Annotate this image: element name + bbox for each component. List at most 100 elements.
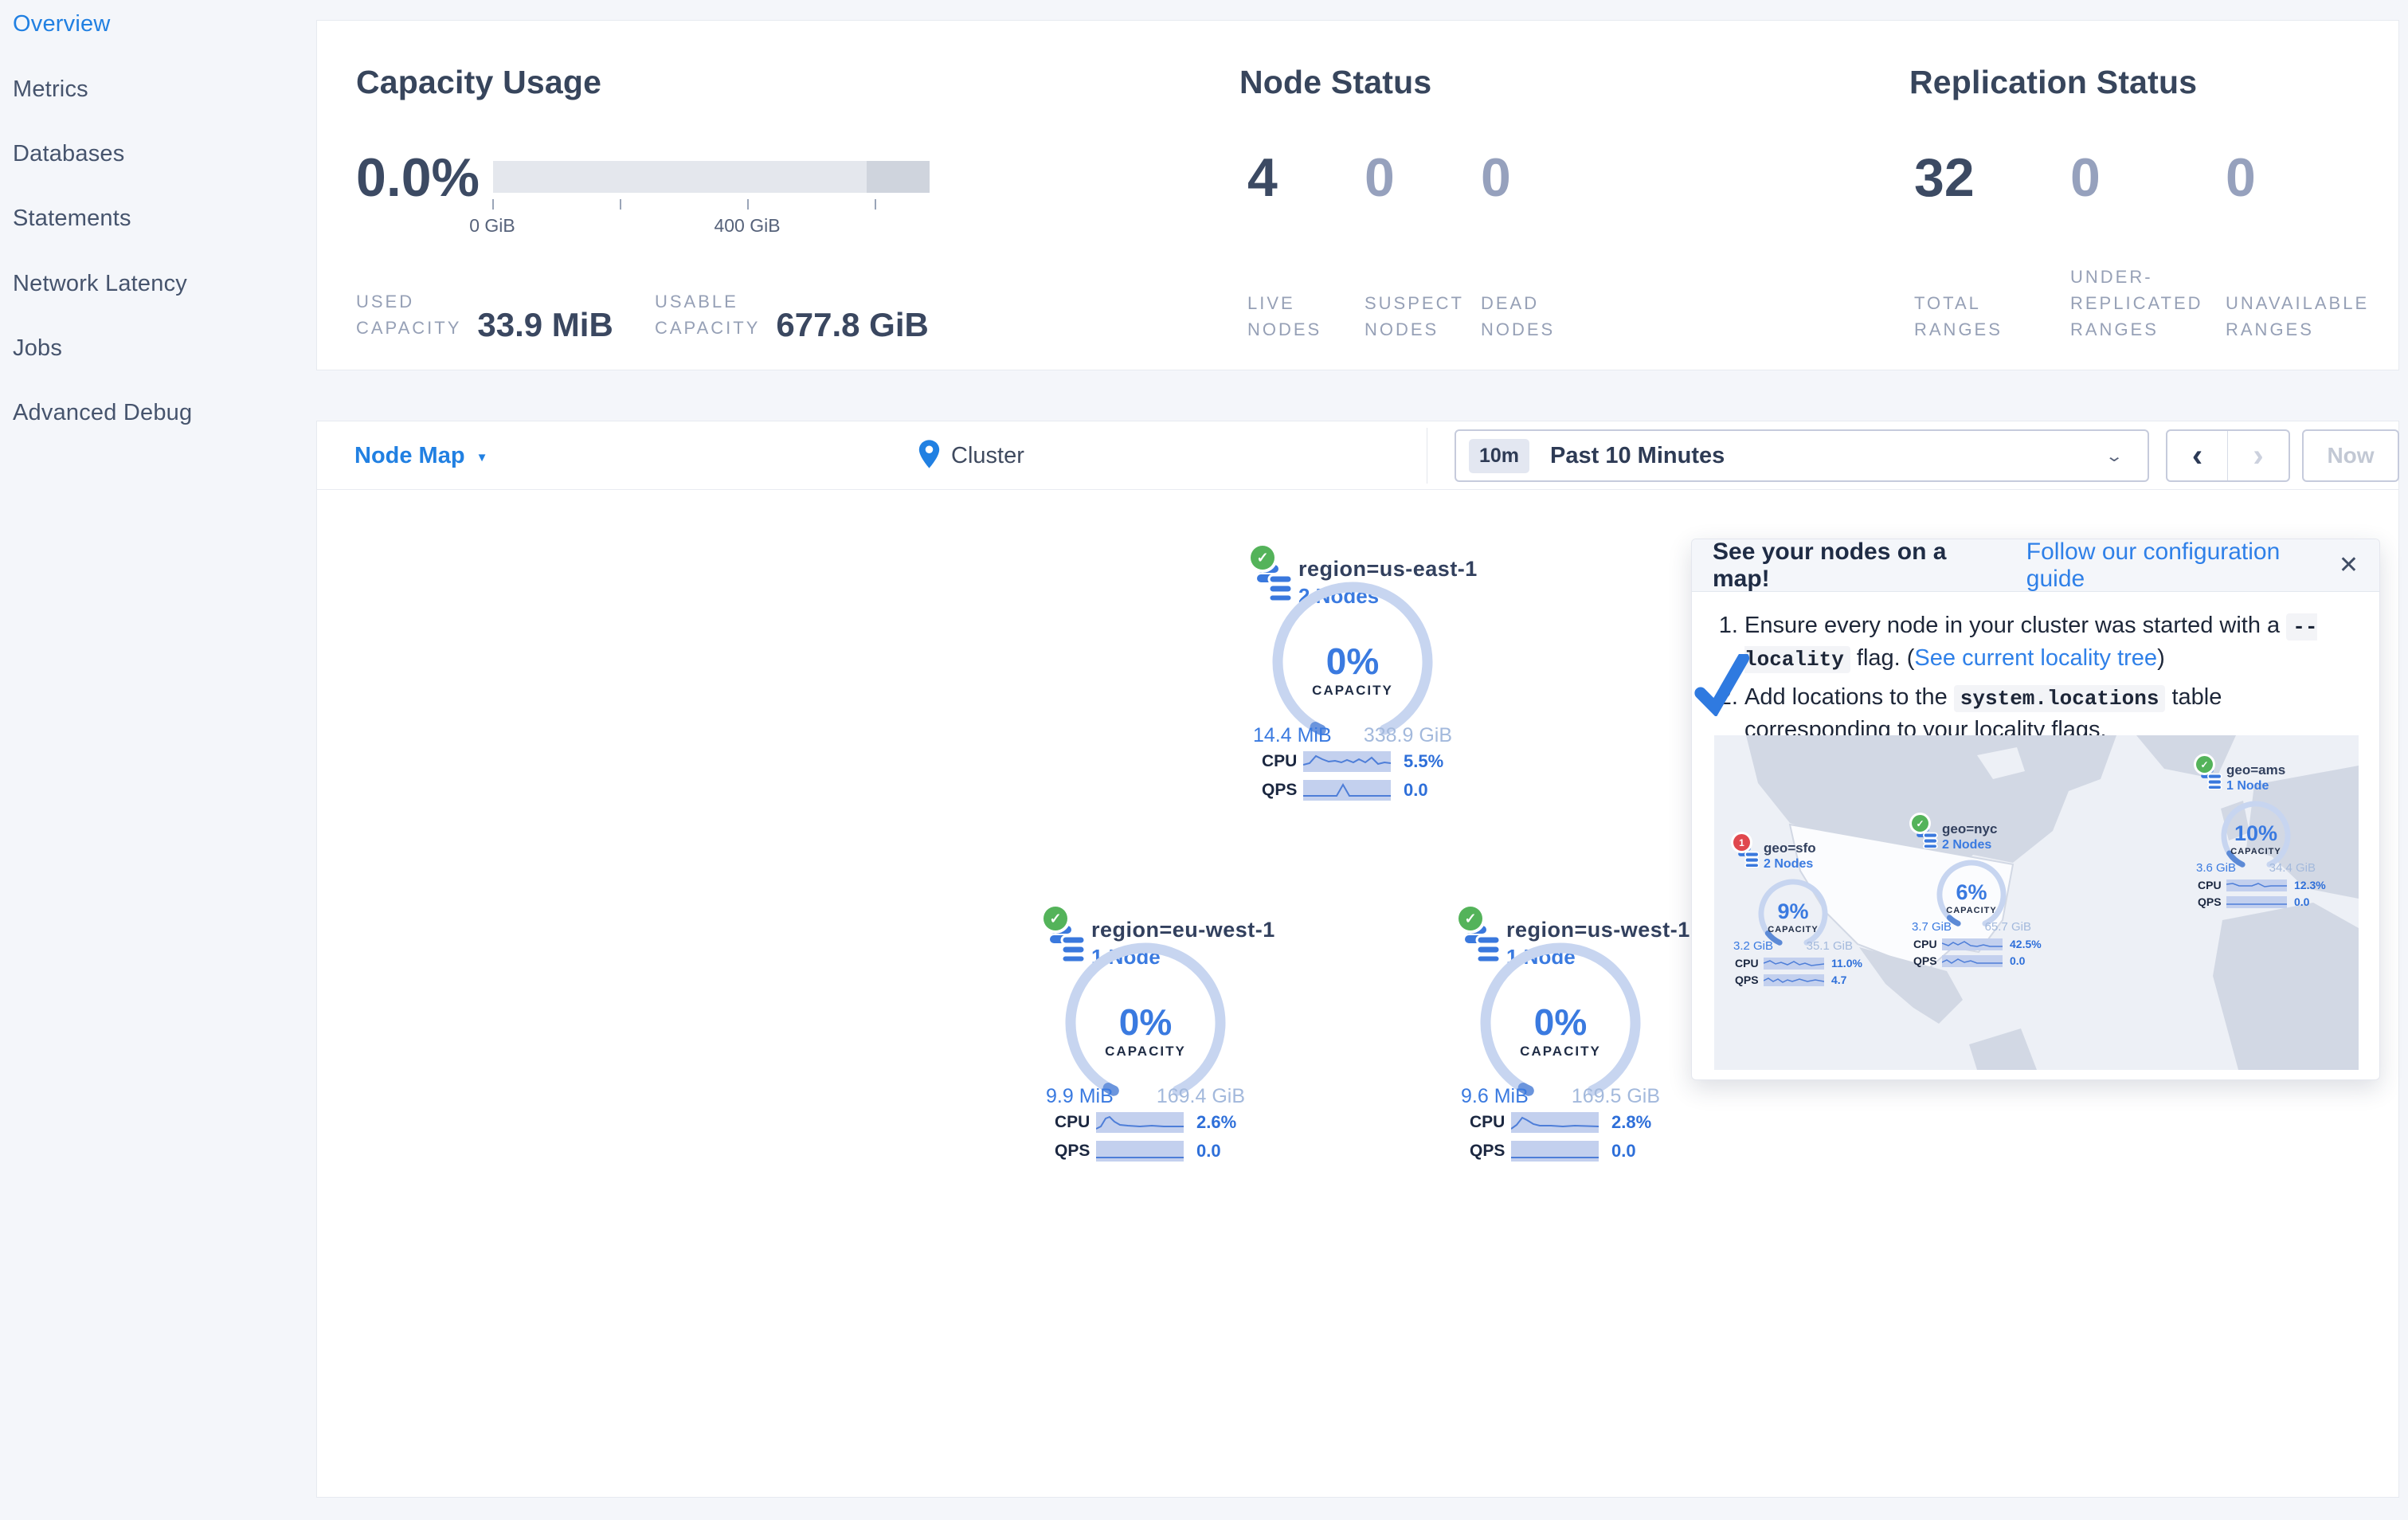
blue-check-icon <box>1693 652 1752 720</box>
healthy-status-icon: ✓ <box>1251 546 1274 570</box>
axis-tick <box>620 199 621 210</box>
capacity-minmax: 9.9 MiB 169.4 GiB <box>1046 1085 1245 1108</box>
live-nodes-label: LIVE NODES <box>1247 293 1322 339</box>
callout-title: See your nodes on a map! <box>1713 538 1947 592</box>
capacity-minmax: 3.2 GiB 35.1 GiB <box>1733 939 1853 953</box>
node-group-us-east-1: ✓ region=us-east-1 2 Nodes 0% CAPACITY 1… <box>1249 546 1477 809</box>
node-map-panel: Node Map ▼ Cluster 10m Past 10 Minutes ⌄… <box>316 421 2399 1498</box>
usable-capacity-value: 677.8 GiB <box>776 306 929 343</box>
cpu-metric-row: CPU 11.0% <box>1735 957 1862 970</box>
axis-tick <box>747 199 749 210</box>
capacity-minmax: 14.4 MiB 338.9 GiB <box>1253 724 1452 747</box>
sidebar-item-advanced-debug[interactable]: Advanced Debug <box>13 400 193 425</box>
capacity-percent: 0% <box>1118 1001 1173 1043</box>
qps-metric-row: QPS 4.7 <box>1735 974 1847 986</box>
under-replicated-ranges-label: UNDER- REPLICATED RANGES <box>2070 267 2203 339</box>
capacity-bar <box>493 161 930 193</box>
capacity-label: CAPACITY <box>1105 1044 1186 1059</box>
capacity-percent: 9% <box>1777 899 1809 923</box>
view-mode-label: Node Map <box>354 442 465 468</box>
breadcrumb-label: Cluster <box>951 442 1024 468</box>
capacity-percent: 0% <box>1533 1001 1588 1043</box>
cpu-metric-row: CPU 5.5% <box>1262 751 1443 772</box>
callout-step-2: Add locations to the system.locations ta… <box>1744 681 2359 746</box>
capacity-total: 169.4 GiB <box>1156 1085 1245 1107</box>
capacity-minmax: 3.6 GiB 34.4 GiB <box>2196 861 2316 875</box>
next-range-button[interactable]: › <box>2253 437 2264 473</box>
cluster-summary-panel: Capacity Usage 0.0% 0 GiB 400 GiB USED C… <box>316 20 2399 370</box>
capacity-label: CAPACITY <box>1520 1044 1601 1059</box>
suspect-nodes-value: 0 <box>1365 147 1395 208</box>
cpu-metric-row: CPU 2.8% <box>1470 1112 1651 1133</box>
callout-body: Ensure every node in your cluster was st… <box>1692 592 2379 746</box>
sidebar-item-databases[interactable]: Databases <box>13 141 125 166</box>
healthy-status-icon: ✓ <box>2196 756 2213 773</box>
capacity-label: CAPACITY <box>2230 847 2281 856</box>
qps-value: 0.0 <box>1611 1141 1636 1161</box>
axis-tick-label: 400 GiB <box>714 215 781 236</box>
total-ranges-label: TOTAL RANGES <box>1914 293 2003 339</box>
live-nodes-stat: 4 LIVE NODES <box>1247 147 1355 343</box>
healthy-status-icon: ✓ <box>1043 907 1067 930</box>
close-icon[interactable]: ✕ <box>2338 552 2359 578</box>
qps-label: QPS <box>1055 1142 1090 1160</box>
node-status-title: Node Status <box>1239 64 1432 100</box>
time-range-dropdown[interactable]: 10m Past 10 Minutes ⌄ <box>1455 429 2149 482</box>
cpu-metric-row: CPU 12.3% <box>2198 879 2326 891</box>
axis-tick <box>875 199 876 210</box>
qps-sparkline <box>2226 895 2287 908</box>
sidebar-item-metrics[interactable]: Metrics <box>13 76 88 102</box>
cpu-value: 2.6% <box>1196 1112 1237 1132</box>
configuration-guide-link[interactable]: Follow our configuration guide <box>2026 538 2281 592</box>
region-label: region=us-west-1 <box>1506 918 1690 942</box>
now-button[interactable]: Now <box>2302 429 2399 482</box>
sidebar-item-network-latency[interactable]: Network Latency <box>13 271 187 296</box>
qps-value: 0.0 <box>1196 1141 1221 1161</box>
under-replicated-ranges-value: 0 <box>2070 147 2101 208</box>
unavailable-ranges-stat: 0 UNAVAILABLE RANGES <box>2226 147 2385 343</box>
qps-sparkline <box>1096 1141 1184 1162</box>
cpu-sparkline <box>1096 1112 1184 1133</box>
capacity-label: CAPACITY <box>1768 925 1819 934</box>
sidebar-item-jobs[interactable]: Jobs <box>13 335 63 361</box>
view-mode-dropdown[interactable]: Node Map ▼ <box>354 421 487 490</box>
cpu-metric-row: CPU 2.6% <box>1055 1112 1236 1133</box>
time-window-badge: 10m <box>1469 438 1530 473</box>
previous-range-button[interactable]: ‹ <box>2167 431 2228 480</box>
capacity-total: 169.5 GiB <box>1571 1085 1660 1107</box>
database-stack-icon <box>1255 565 1294 605</box>
nodes-count: 2 Nodes <box>1764 857 1814 871</box>
total-ranges-stat: 32 TOTAL RANGES <box>1914 147 2058 343</box>
nodes-count: 2 Nodes <box>1942 838 1992 852</box>
used-capacity-value: 33.9 MiB <box>477 306 613 343</box>
capacity-total: 338.9 GiB <box>1363 724 1452 746</box>
sidebar-item-overview[interactable]: Overview <box>13 11 111 37</box>
capacity-bar-reserved-segment <box>867 161 930 193</box>
qps-metric-row: QPS 0.0 <box>2198 895 2310 908</box>
sidebar: Overview Metrics Databases Statements Ne… <box>0 0 316 1520</box>
node-map-preview-image: 1 geo=sfo 2 Nodes 9% CAPACITY 3.2 GiB 35… <box>1714 735 2359 1070</box>
region-label: geo=ams <box>2226 762 2286 778</box>
breadcrumb-cluster[interactable]: Cluster <box>918 421 1024 490</box>
capacity-gauge <box>1936 860 2007 930</box>
axis-tick-label: 0 GiB <box>469 215 515 236</box>
qps-sparkline <box>1941 954 2003 967</box>
capacity-used: 9.6 MiB <box>1461 1085 1529 1107</box>
qps-metric-row: QPS 0.0 <box>1262 780 1428 801</box>
usable-capacity-stat: USABLE CAPACITY 677.8 GiB <box>655 288 929 343</box>
cpu-sparkline <box>1511 1112 1599 1133</box>
world-map-graphic <box>1714 735 2359 1070</box>
sidebar-item-statements[interactable]: Statements <box>13 206 131 231</box>
qps-label: QPS <box>1470 1142 1505 1160</box>
total-ranges-value: 32 <box>1914 147 1975 208</box>
qps-sparkline <box>1303 780 1391 801</box>
chevron-down-icon: ⌄ <box>2105 447 2124 464</box>
dead-nodes-label: DEAD NODES <box>1481 293 1556 339</box>
time-window-label: Past 10 Minutes <box>1550 442 1725 468</box>
capacity-percent: 6% <box>1956 880 1987 904</box>
locality-tree-link[interactable]: See current locality tree <box>1914 644 2158 671</box>
warning-status-icon: 1 <box>1733 834 1750 851</box>
node-map-toolbar: Node Map ▼ Cluster 10m Past 10 Minutes ⌄… <box>317 421 2399 490</box>
system-locations-code: system.locations <box>1953 684 2166 712</box>
capacity-label: CAPACITY <box>1312 683 1393 698</box>
